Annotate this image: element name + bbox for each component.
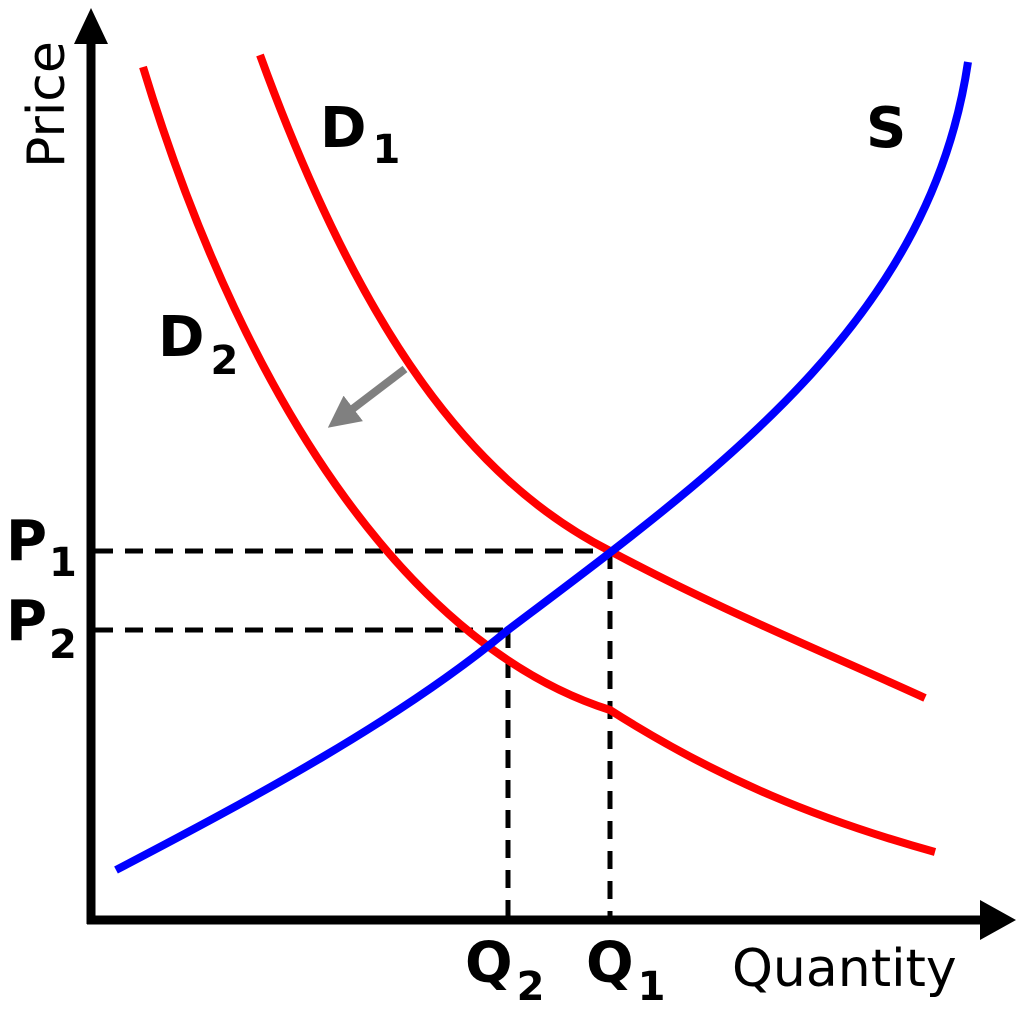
p2-subscript: 2 (49, 622, 77, 668)
demand-2-subscript: 2 (210, 338, 238, 384)
y-axis-arrowhead (74, 8, 108, 44)
demand-shift-arrow (327, 365, 408, 428)
demand-curve-2 (139, 65, 937, 856)
q1-subscript: 1 (638, 964, 666, 1010)
supply-curve (114, 61, 972, 874)
demand-1-letter: D (320, 96, 366, 161)
demand-1-subscript: 1 (372, 127, 400, 173)
q2-subscript: 2 (517, 964, 545, 1010)
q1-letter: Q (586, 931, 634, 996)
p1-label: P1 (6, 509, 77, 586)
p1-subscript: 1 (49, 540, 77, 586)
p2-label: P2 (6, 589, 77, 668)
p2-letter: P (6, 589, 47, 654)
guide-lines (95, 548, 613, 920)
demand-curve-1 (256, 53, 927, 702)
demand-2-letter: D (158, 305, 204, 370)
y-axis-title: Price (17, 41, 77, 168)
supply-curve-label: S (866, 96, 906, 161)
x-axis-title: Quantity (732, 939, 957, 999)
supply-label-text: S (866, 96, 906, 161)
axes (74, 8, 1016, 940)
q2-letter: Q (465, 931, 513, 996)
x-axis-arrowhead (980, 900, 1016, 940)
p1-letter: P (6, 509, 47, 574)
